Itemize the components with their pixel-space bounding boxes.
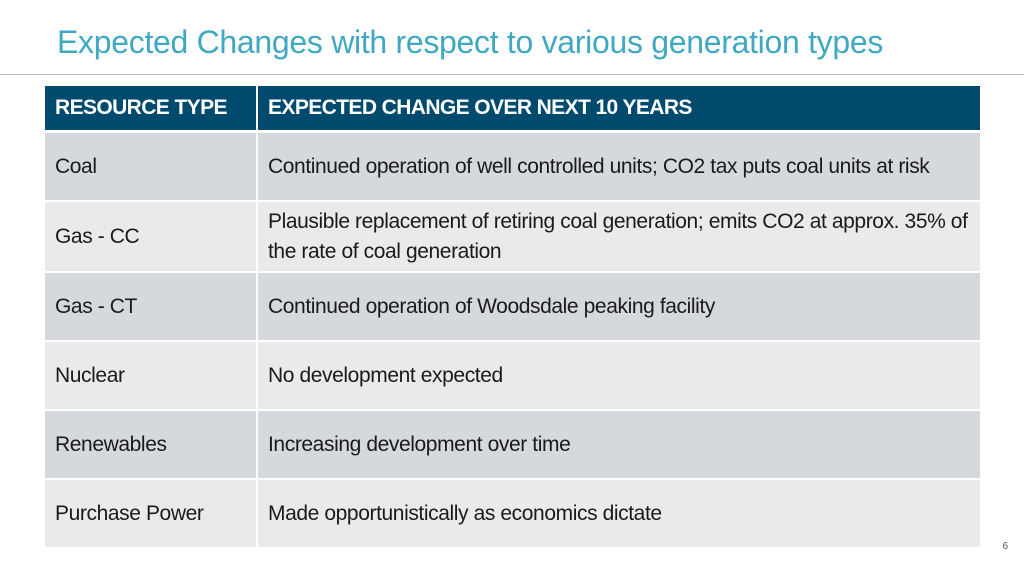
resource-cell: Purchase Power	[45, 479, 258, 549]
change-cell: Continued operation of Woodsdale peaking…	[257, 272, 980, 342]
header-resource-type: RESOURCE TYPE	[45, 86, 258, 133]
resource-cell: Gas - CC	[45, 201, 258, 273]
table-row: Gas - CT Continued operation of Woodsdal…	[45, 272, 980, 342]
table-header-row: RESOURCE TYPE EXPECTED CHANGE OVER NEXT …	[45, 86, 980, 133]
change-cell: Plausible replacement of retiring coal g…	[257, 201, 980, 273]
title-divider	[0, 74, 1024, 75]
resource-cell: Gas - CT	[45, 272, 258, 342]
table-row: Gas - CC Plausible replacement of retiri…	[45, 201, 980, 273]
change-cell: Made opportunistically as economics dict…	[257, 479, 980, 549]
page-number: 6	[1002, 541, 1008, 552]
table-row: Purchase Power Made opportunistically as…	[45, 479, 980, 549]
table-row: Nuclear No development expected	[45, 341, 980, 411]
resource-table-container: RESOURCE TYPE EXPECTED CHANGE OVER NEXT …	[45, 86, 980, 549]
table-row: Coal Continued operation of well control…	[45, 131, 980, 202]
resource-cell: Coal	[45, 131, 258, 202]
resource-cell: Renewables	[45, 410, 258, 480]
table-row: Renewables Increasing development over t…	[45, 410, 980, 480]
change-cell: Continued operation of well controlled u…	[257, 131, 980, 202]
resource-cell: Nuclear	[45, 341, 258, 411]
header-expected-change: EXPECTED CHANGE OVER NEXT 10 YEARS	[257, 86, 980, 133]
page-title: Expected Changes with respect to various…	[57, 24, 884, 60]
change-cell: No development expected	[257, 341, 980, 411]
resource-table: RESOURCE TYPE EXPECTED CHANGE OVER NEXT …	[45, 86, 980, 549]
change-cell: Increasing development over time	[257, 410, 980, 480]
